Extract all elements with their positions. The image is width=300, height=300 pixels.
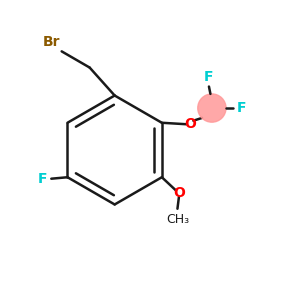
Text: F: F bbox=[236, 101, 246, 115]
Text: Br: Br bbox=[43, 35, 60, 49]
Text: CH₃: CH₃ bbox=[166, 213, 189, 226]
Text: F: F bbox=[204, 70, 214, 84]
Text: O: O bbox=[184, 117, 196, 131]
Circle shape bbox=[198, 94, 226, 122]
Text: O: O bbox=[173, 186, 185, 200]
Text: F: F bbox=[38, 172, 47, 186]
